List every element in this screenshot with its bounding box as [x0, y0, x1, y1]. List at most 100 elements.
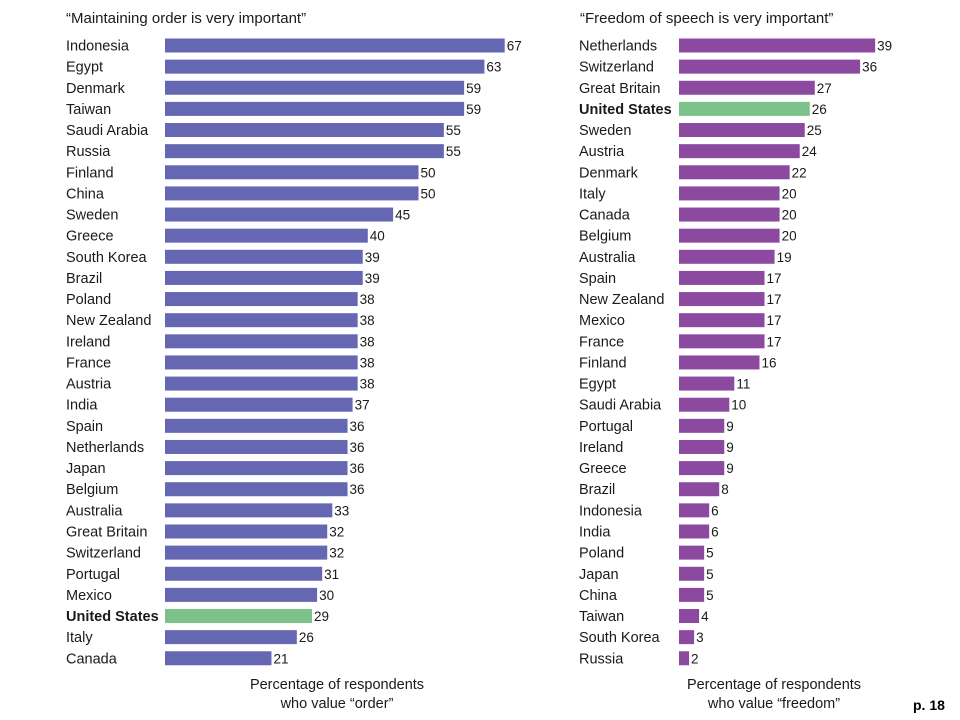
freedom-value-label: 22 [792, 165, 807, 180]
order-category-label: Ireland [66, 334, 110, 350]
freedom-value-label: 25 [807, 123, 822, 138]
freedom-bar [679, 524, 710, 539]
order-category-label: Brazil [66, 271, 102, 287]
order-value-label: 50 [421, 186, 436, 201]
freedom-value-label: 6 [711, 503, 719, 518]
freedom-bar [679, 123, 805, 138]
freedom-category-label: Austria [579, 144, 625, 160]
freedom-category-label: Canada [579, 208, 631, 224]
order-value-label: 32 [329, 524, 344, 539]
order-value-label: 40 [370, 229, 385, 244]
freedom-category-label: Brazil [579, 482, 615, 498]
freedom-category-label: Saudi Arabia [579, 398, 662, 414]
freedom-bar [679, 461, 725, 476]
freedom-category-label: Denmark [579, 165, 639, 181]
freedom-bar [679, 355, 760, 370]
freedom-value-label: 39 [877, 39, 892, 54]
freedom-category-label: India [579, 524, 611, 540]
freedom-category-label: United States [579, 102, 672, 118]
order-bar [165, 376, 358, 391]
freedom-value-label: 20 [782, 208, 797, 223]
order-value-label: 29 [314, 609, 329, 624]
order-bar [165, 503, 333, 518]
freedom-category-label: Ireland [579, 440, 623, 456]
order-category-label: New Zealand [66, 313, 151, 329]
order-category-label: Canada [66, 651, 118, 667]
order-bar [165, 144, 444, 159]
freedom-value-label: 20 [782, 229, 797, 244]
freedom-bar [679, 651, 690, 666]
freedom-bar [679, 144, 800, 159]
freedom-category-label: Belgium [579, 229, 631, 245]
freedom-category-label: Switzerland [579, 60, 654, 76]
order-category-label: Great Britain [66, 524, 147, 540]
order-category-label: United States [66, 609, 159, 625]
order-value-label: 30 [319, 588, 334, 603]
freedom-value-label: 11 [736, 377, 750, 392]
order-value-label: 67 [507, 39, 522, 54]
order-category-label: Switzerland [66, 546, 141, 562]
order-category-label: Netherlands [66, 440, 144, 456]
order-value-label: 38 [360, 355, 375, 370]
order-category-label: Finland [66, 165, 114, 181]
freedom-value-label: 17 [767, 292, 782, 307]
freedom-value-label: 2 [691, 651, 699, 666]
order-category-label: Greece [66, 229, 114, 245]
order-bar [165, 59, 485, 74]
freedom-bar [679, 165, 790, 180]
order-value-label: 63 [486, 60, 501, 75]
order-category-label: Mexico [66, 588, 112, 604]
freedom-value-label: 26 [812, 102, 827, 117]
freedom-bar [679, 376, 735, 391]
order-category-label: South Korea [66, 250, 148, 266]
order-bar [165, 545, 328, 560]
order-value-label: 39 [365, 271, 380, 286]
order-bar [165, 482, 348, 497]
freedom-category-label: Egypt [579, 377, 616, 393]
order-value-label: 21 [273, 651, 288, 666]
order-value-label: 55 [446, 144, 461, 159]
order-category-label: Portugal [66, 567, 120, 583]
order-bar [165, 439, 348, 454]
order-category-label: Spain [66, 419, 103, 435]
order-bar [165, 630, 297, 645]
freedom-value-label: 17 [767, 271, 782, 286]
freedom-category-label: Indonesia [579, 503, 643, 519]
order-value-label: 50 [421, 165, 436, 180]
order-category-label: Japan [66, 461, 106, 477]
freedom-value-label: 9 [726, 461, 734, 476]
freedom-bar [679, 587, 705, 602]
freedom-bar [679, 313, 765, 328]
freedom-category-label: New Zealand [579, 292, 664, 308]
order-bar [165, 609, 313, 624]
order-category-label: Poland [66, 292, 111, 308]
freedom-value-label: 9 [726, 440, 734, 455]
order-category-label: France [66, 355, 111, 371]
order-category-label: Egypt [66, 60, 103, 76]
freedom-bar [679, 101, 810, 116]
freedom-category-label: Finland [579, 355, 627, 371]
order-value-label: 39 [365, 250, 380, 265]
freedom-chart-title: “Freedom of speech is very important” [580, 10, 833, 27]
order-value-label: 33 [334, 503, 349, 518]
order-category-label: Australia [66, 503, 123, 519]
freedom-category-label: Great Britain [579, 81, 660, 97]
order-value-label: 45 [395, 208, 410, 223]
freedom-bar [679, 38, 876, 53]
order-value-label: 55 [446, 123, 461, 138]
freedom-category-label: Taiwan [579, 609, 624, 625]
freedom-value-label: 27 [817, 81, 832, 96]
freedom-value-label: 24 [802, 144, 818, 159]
freedom-category-label: South Korea [579, 630, 661, 646]
freedom-value-label: 5 [706, 567, 714, 582]
freedom-bar [679, 482, 720, 497]
freedom-bar [679, 207, 780, 222]
order-category-label: India [66, 398, 98, 414]
freedom-value-label: 4 [701, 609, 709, 624]
order-bar [165, 566, 323, 581]
freedom-bar [679, 439, 725, 454]
freedom-bar [679, 630, 695, 645]
order-bar [165, 461, 348, 476]
freedom-value-label: 17 [767, 313, 782, 328]
page-number: p. 18 [913, 697, 945, 713]
